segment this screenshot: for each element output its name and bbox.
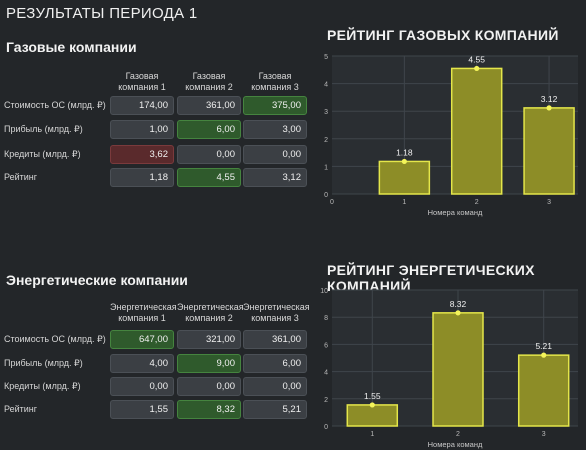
bar-point — [455, 310, 461, 316]
column-header-line: Газовая — [258, 71, 292, 81]
gas-value-cell: 6,00 — [177, 120, 241, 139]
bar — [346, 404, 399, 427]
gas-value-cell: 3,00 — [243, 120, 307, 139]
y-tick-label: 4 — [324, 82, 328, 89]
gas-chart-title: РЕЙТИНГ ГАЗОВЫХ КОМПАНИЙ — [327, 27, 559, 43]
column-header-line: Энергетическая — [243, 302, 310, 312]
gas-column-header-3: Газовая компания 3 — [243, 71, 307, 93]
energy-row-label: Рейтинг — [4, 404, 38, 414]
gas-value-cell: 375,00 — [243, 96, 307, 115]
bar-data-label: 5.21 — [535, 341, 552, 351]
bar-data-label: 8.32 — [450, 299, 467, 309]
column-header-line: компания 2 — [185, 82, 233, 92]
energy-value-cell: 0,00 — [243, 377, 307, 396]
gas-rating-chart: 0 1 2 3 4 5 0 1 2 3 1.18 4.55 3.12 Номера команд — [318, 50, 582, 218]
x-tick-label: 2 — [456, 431, 460, 438]
y-tick-label: 3 — [324, 109, 328, 116]
gas-value-cell: 0,00 — [177, 145, 241, 164]
energy-row-label: Прибыль (млрд. ₽) — [4, 358, 83, 368]
column-header-line: компания 1 — [118, 82, 166, 92]
energy-section-title: Энергетические компании — [6, 272, 188, 288]
bar-data-label: 1.55 — [364, 391, 381, 401]
energy-value-cell: 647,00 — [110, 330, 174, 349]
bar — [523, 107, 575, 195]
y-tick-label: 10 — [320, 288, 328, 295]
gas-rating-chart-svg: 0 1 2 3 4 5 0 1 2 3 1.18 4.55 3.12 Номера команд — [324, 54, 578, 217]
y-tick-label: 2 — [324, 397, 328, 404]
gas-section-title: Газовые компании — [6, 39, 137, 55]
energy-column-header-3: Энергетическая компания 3 — [243, 302, 310, 324]
x-tick-label: 3 — [547, 199, 551, 206]
gas-column-header-1: Газовая компания 1 — [110, 71, 174, 93]
gas-value-cell: 4,55 — [177, 168, 241, 187]
y-tick-label: 8 — [324, 315, 328, 322]
gas-value-cell: 174,00 — [110, 96, 174, 115]
energy-value-cell: 9,00 — [177, 354, 241, 373]
y-tick-label: 0 — [324, 192, 328, 199]
energy-value-cell: 321,00 — [177, 330, 241, 349]
bar-point — [401, 158, 407, 165]
column-header-line: Энергетическая — [110, 302, 177, 312]
energy-rating-chart: 0 2 4 6 8 10 1 2 3 1.55 8.32 5.21 Номера команд — [318, 284, 582, 450]
bar — [517, 354, 570, 427]
bar — [378, 160, 431, 195]
bar — [432, 312, 484, 427]
x-tick-label: 2 — [475, 199, 479, 206]
page-title: РЕЗУЛЬТАТЫ ПЕРИОДА 1 — [6, 5, 198, 22]
energy-column-header-1: Энергетическая компания 1 — [110, 302, 177, 324]
y-tick-label: 1 — [324, 164, 328, 171]
column-header-line: Газовая — [192, 71, 226, 81]
energy-row-label: Кредиты (млрд. ₽) — [4, 381, 81, 391]
bar-point — [541, 352, 547, 358]
gas-row-label: Стоимость ОС (млрд. ₽) — [4, 100, 106, 110]
energy-value-cell: 6,00 — [243, 354, 307, 373]
energy-column-header-2: Энергетическая компания 2 — [177, 302, 244, 324]
x-tick-label: 1 — [370, 431, 374, 438]
x-axis-label: Номера команд — [428, 440, 483, 449]
gas-value-cell: 1,18 — [110, 168, 174, 187]
column-header-line: Газовая — [125, 71, 159, 81]
y-tick-label: 2 — [324, 137, 328, 144]
y-tick-label: 0 — [324, 424, 328, 431]
bar-data-label: 4.55 — [468, 54, 485, 64]
bar-data-label: 3.12 — [541, 94, 558, 104]
column-header-line: компания 3 — [251, 82, 299, 92]
gas-column-header-2: Газовая компания 2 — [177, 71, 241, 93]
energy-value-cell: 0,00 — [177, 377, 241, 396]
column-header-line: компания 1 — [118, 313, 166, 323]
y-tick-label: 4 — [324, 370, 328, 377]
energy-value-cell: 361,00 — [243, 330, 307, 349]
y-tick-label: 6 — [324, 342, 328, 349]
bar-point — [474, 65, 480, 72]
bar-point — [369, 402, 375, 408]
energy-value-cell: 1,55 — [110, 400, 174, 419]
energy-value-cell: 0,00 — [110, 377, 174, 396]
x-tick-label: 3 — [542, 431, 546, 438]
gas-row-label: Прибыль (млрд. ₽) — [4, 124, 83, 134]
gas-row-label: Рейтинг — [4, 172, 38, 182]
energy-value-cell: 5,21 — [243, 400, 307, 419]
gas-row-label: Кредиты (млрд. ₽) — [4, 149, 81, 159]
gas-value-cell: 3,62 — [110, 145, 174, 164]
column-header-line: компания 2 — [185, 313, 233, 323]
energy-row-label: Стоимость ОС (млрд. ₽) — [4, 334, 106, 344]
x-axis-label: Номера команд — [428, 208, 483, 217]
bar-data-label: 1.18 — [396, 147, 413, 157]
bar-point — [546, 105, 552, 111]
energy-value-cell: 8,32 — [177, 400, 241, 419]
gas-value-cell: 3,12 — [243, 168, 307, 187]
x-tick-label: 0 — [330, 199, 334, 206]
bar — [450, 67, 503, 195]
column-header-line: Энергетическая — [177, 302, 244, 312]
x-tick-label: 1 — [402, 199, 406, 206]
gas-value-cell: 0,00 — [243, 145, 307, 164]
energy-value-cell: 4,00 — [110, 354, 174, 373]
gas-value-cell: 1,00 — [110, 120, 174, 139]
column-header-line: компания 3 — [251, 313, 299, 323]
y-tick-label: 5 — [324, 54, 328, 61]
gas-value-cell: 361,00 — [177, 96, 241, 115]
